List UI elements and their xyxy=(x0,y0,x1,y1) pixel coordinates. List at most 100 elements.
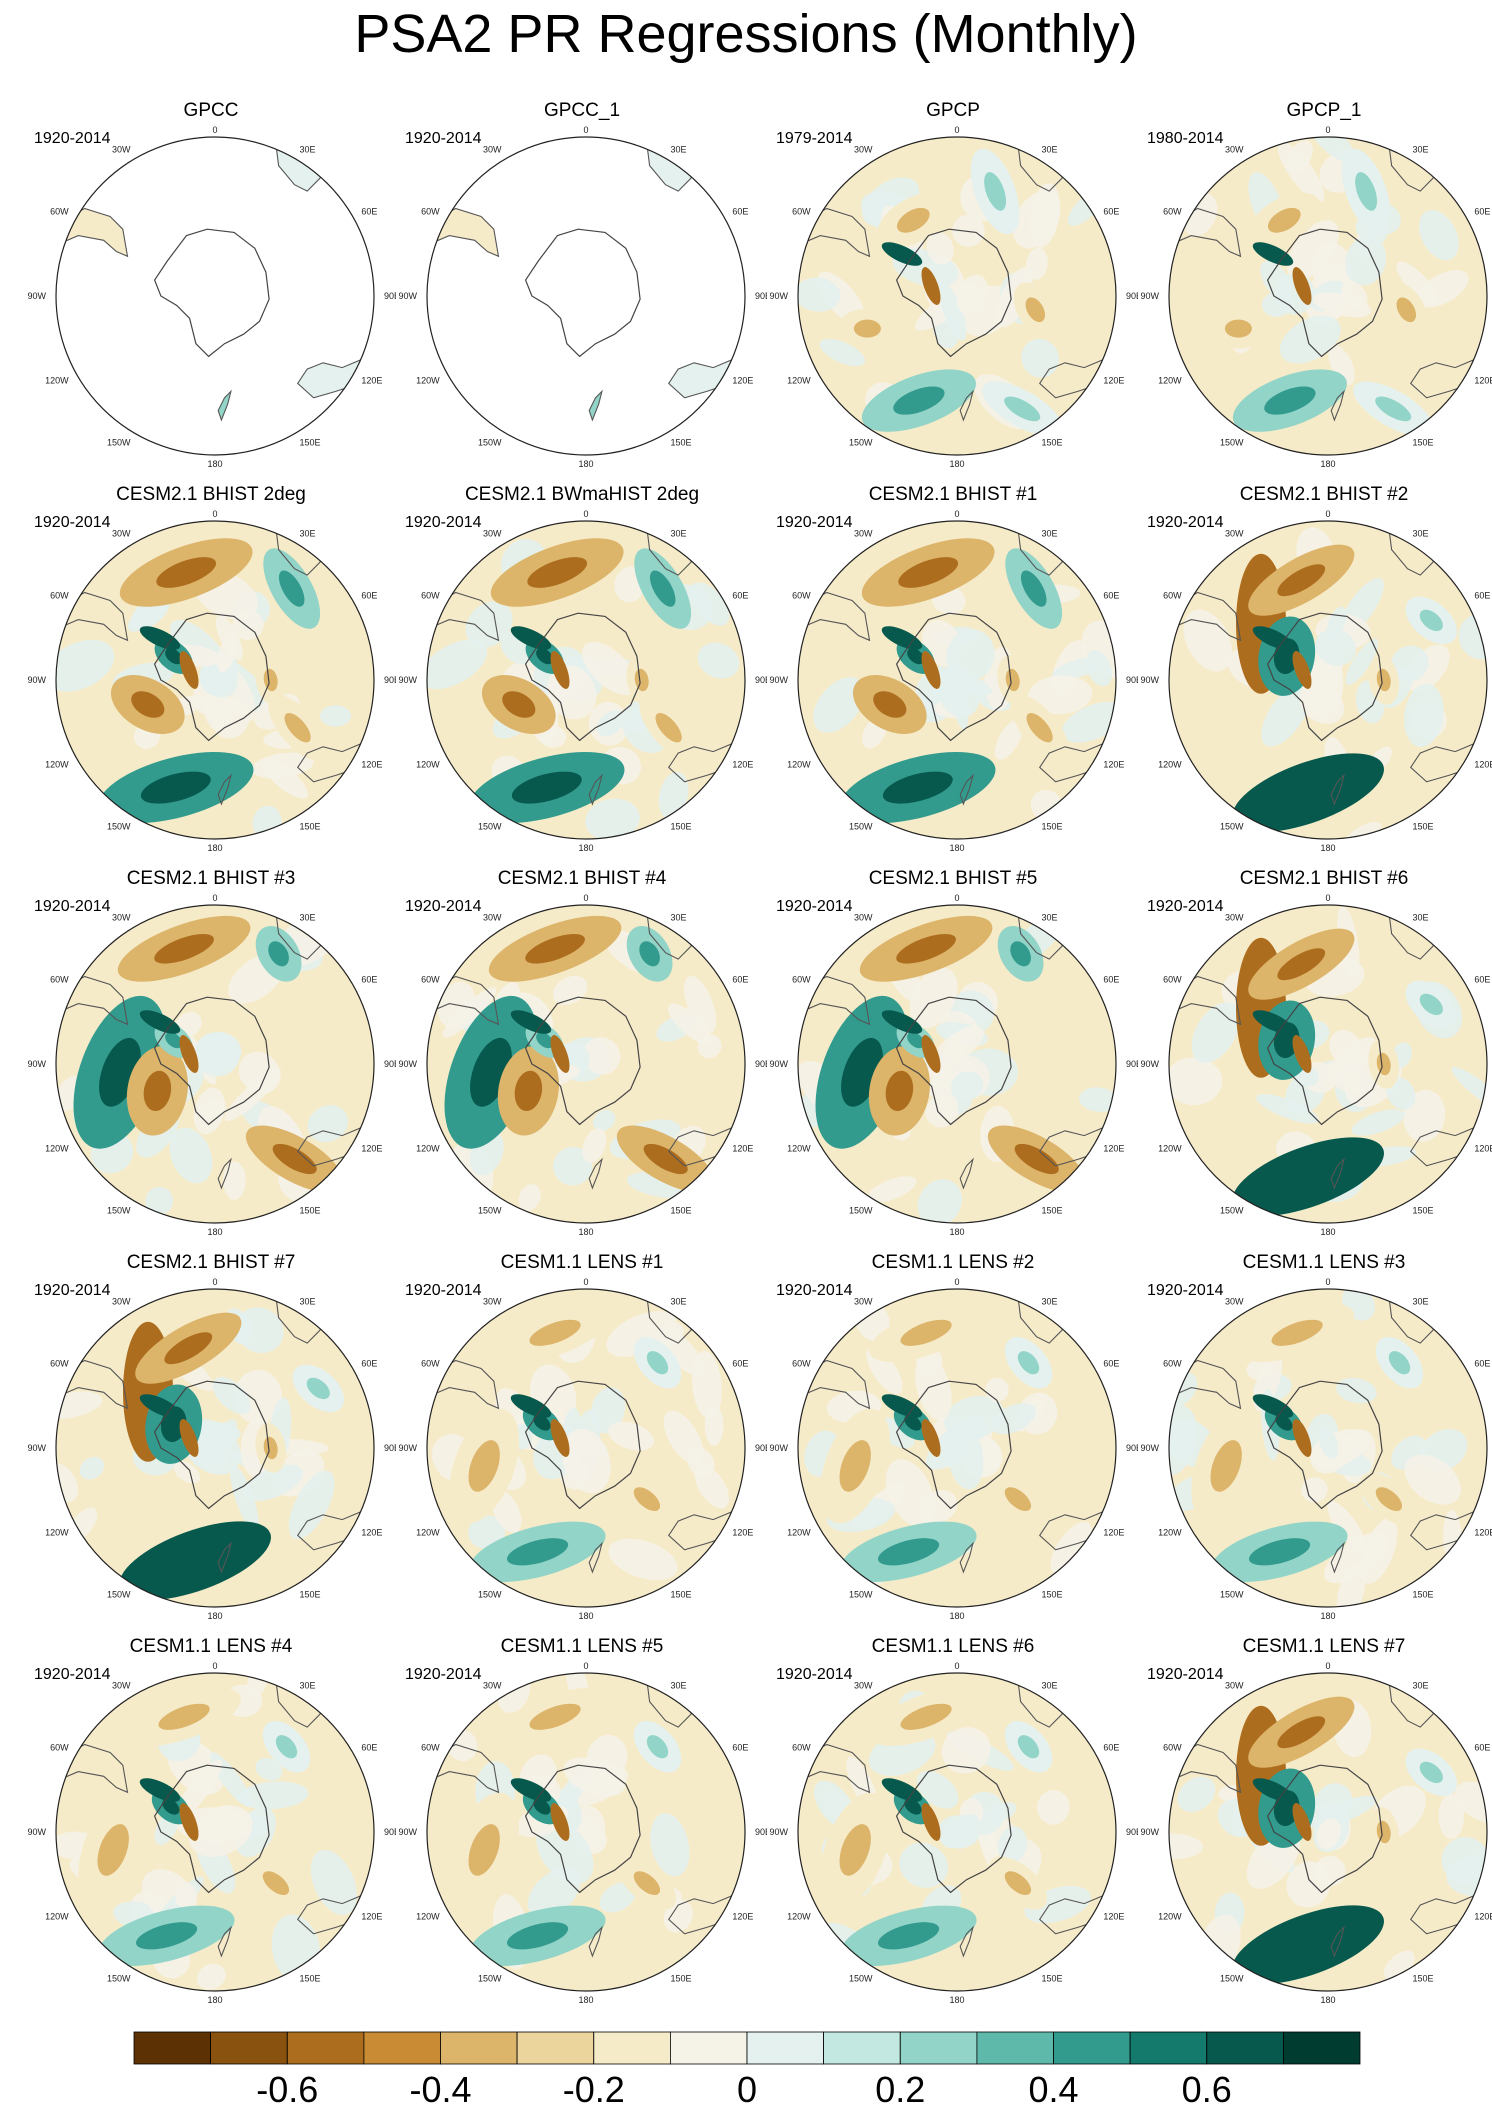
panel-title: CESM2.1 BHIST #3 xyxy=(126,868,296,889)
anomaly-patch xyxy=(56,639,115,692)
longitude-label: 120E xyxy=(1103,1528,1124,1538)
longitude-label: 60W xyxy=(792,975,811,985)
map-boundary xyxy=(426,904,746,1224)
anomaly-core xyxy=(468,1440,500,1492)
antarctica-coastline xyxy=(153,612,270,742)
colorbar: -0.6 -0.4 -0.2 0 0.2 0.4 0.6 xyxy=(0,2020,1492,2110)
longitude-label: 30W xyxy=(483,529,502,539)
anomaly-patch xyxy=(1287,220,1339,281)
longitude-label: 90E xyxy=(384,291,396,301)
colorbar-tick-label: -0.6 xyxy=(256,2069,318,2110)
longitude-label: 30E xyxy=(1413,913,1429,923)
anomaly-patch xyxy=(684,975,717,1034)
anomaly-patch xyxy=(1345,235,1387,286)
coastline xyxy=(427,591,500,642)
colorbar-tick-label: 0.2 xyxy=(875,2069,925,2110)
longitude-label: 120E xyxy=(361,760,382,770)
longitude-label: 60E xyxy=(361,975,377,985)
anomaly-core xyxy=(1267,207,1301,233)
longitude-label: 30W xyxy=(854,145,873,155)
anomaly-core xyxy=(1419,1761,1443,1784)
anomaly-patch xyxy=(590,1387,626,1434)
longitude-label: 90E xyxy=(384,675,396,685)
polar-map: 030E60E90E120E150E180150W120W90W60W30W xyxy=(398,1277,767,1621)
panel-period: 1920-2014 xyxy=(34,514,111,531)
anomaly-core xyxy=(529,1319,581,1346)
longitude-label: 120W xyxy=(45,1912,69,1922)
map-boundary xyxy=(1168,520,1488,840)
peninsula-dry-anomaly xyxy=(1292,267,1312,305)
longitude-label: 60W xyxy=(1163,207,1182,217)
anomaly-core xyxy=(634,668,649,692)
anomaly-patch xyxy=(945,629,995,682)
coastline xyxy=(1330,1541,1345,1574)
longitude-label: 180 xyxy=(949,1227,964,1237)
anomaly-core xyxy=(878,1538,940,1566)
anomaly-core xyxy=(1224,319,1252,338)
longitude-label: 30W xyxy=(854,1297,873,1307)
longitude-label: 60W xyxy=(792,591,811,601)
longitude-label: 120E xyxy=(1103,760,1124,770)
panel-title: CESM2.1 BHIST #2 xyxy=(1239,484,1409,505)
peninsula-wet-anomaly xyxy=(139,1394,181,1418)
longitude-label: 60E xyxy=(732,207,748,217)
map-panel: CESM2.1 BHIST #7 1920-2014 0 30E 60E 90E 120E 1… xyxy=(26,1252,396,1636)
anomaly-patch xyxy=(607,1421,655,1451)
land-anomaly xyxy=(589,391,602,420)
anomaly-patch xyxy=(553,1146,593,1186)
map-boundary xyxy=(1168,1672,1488,1992)
longitude-label: 90W xyxy=(27,1827,46,1837)
longitude-label: 30E xyxy=(300,1297,316,1307)
anomaly-core xyxy=(898,557,959,588)
panel-period: 1920-2014 xyxy=(1147,898,1224,915)
antarctica-coastline xyxy=(895,1764,1012,1894)
colorbar-swatch xyxy=(210,2031,288,2065)
coastline xyxy=(427,975,500,1026)
longitude-label: 30W xyxy=(112,145,131,155)
anomaly-core xyxy=(525,933,585,964)
coastline xyxy=(798,1359,871,1410)
anomaly-patch xyxy=(1328,344,1355,386)
anomaly-patch xyxy=(1404,1454,1461,1505)
anomaly-patch xyxy=(194,1031,242,1073)
anomaly-core xyxy=(633,1487,661,1512)
antarctica-coastline xyxy=(524,1380,641,1510)
longitude-label: 30W xyxy=(483,913,502,923)
peninsula-dry-anomaly xyxy=(550,1419,570,1457)
coastline xyxy=(588,1541,603,1574)
colorbar-swatch xyxy=(823,2031,901,2065)
longitude-label: 30W xyxy=(1225,529,1244,539)
longitude-label: 120E xyxy=(732,1144,753,1154)
map-boundary xyxy=(426,520,746,840)
coastline xyxy=(56,207,129,258)
antarctica-coastline xyxy=(1266,228,1383,358)
longitude-label: 120W xyxy=(787,760,811,770)
anomaly-patch xyxy=(1028,675,1093,715)
polar-map: 030E60E90E120E150E180150W120W90W60W30W xyxy=(1140,893,1492,1237)
antarctica-coastline xyxy=(895,612,1012,742)
anomaly-core xyxy=(263,1436,278,1460)
coastline xyxy=(588,389,603,422)
antarctica-coastline xyxy=(895,228,1012,358)
anomaly-core xyxy=(873,691,907,718)
longitude-label: 120E xyxy=(1103,1144,1124,1154)
longitude-label: 30E xyxy=(671,145,687,155)
map-boundary xyxy=(426,136,746,456)
polar-map: 030E60E90E120E150E180150W120W90W60W30W xyxy=(398,893,767,1237)
anomaly-core xyxy=(882,771,953,804)
anomaly-patch xyxy=(1079,1087,1116,1112)
map-panel: CESM2.1 BHIST #1 1920-2014 0 30E 60E 90E 120E 1… xyxy=(768,484,1138,868)
polar-map: 030E60E90E120E150E180150W120W90W60W30W xyxy=(769,1661,1138,2005)
anomaly-patch xyxy=(694,1465,730,1509)
longitude-label: 0 xyxy=(954,1277,959,1287)
anomaly-core xyxy=(904,1414,922,1431)
longitude-label: 30E xyxy=(1042,913,1058,923)
longitude-label: 90W xyxy=(769,675,788,685)
anomaly-patch xyxy=(939,282,967,341)
longitude-label: 30E xyxy=(1042,145,1058,155)
longitude-label: 60W xyxy=(50,207,69,217)
anomaly-patch xyxy=(200,663,238,698)
longitude-label: 60E xyxy=(732,1359,748,1369)
peninsula-wet-anomaly xyxy=(1252,626,1294,650)
anomaly-core xyxy=(1375,396,1412,422)
